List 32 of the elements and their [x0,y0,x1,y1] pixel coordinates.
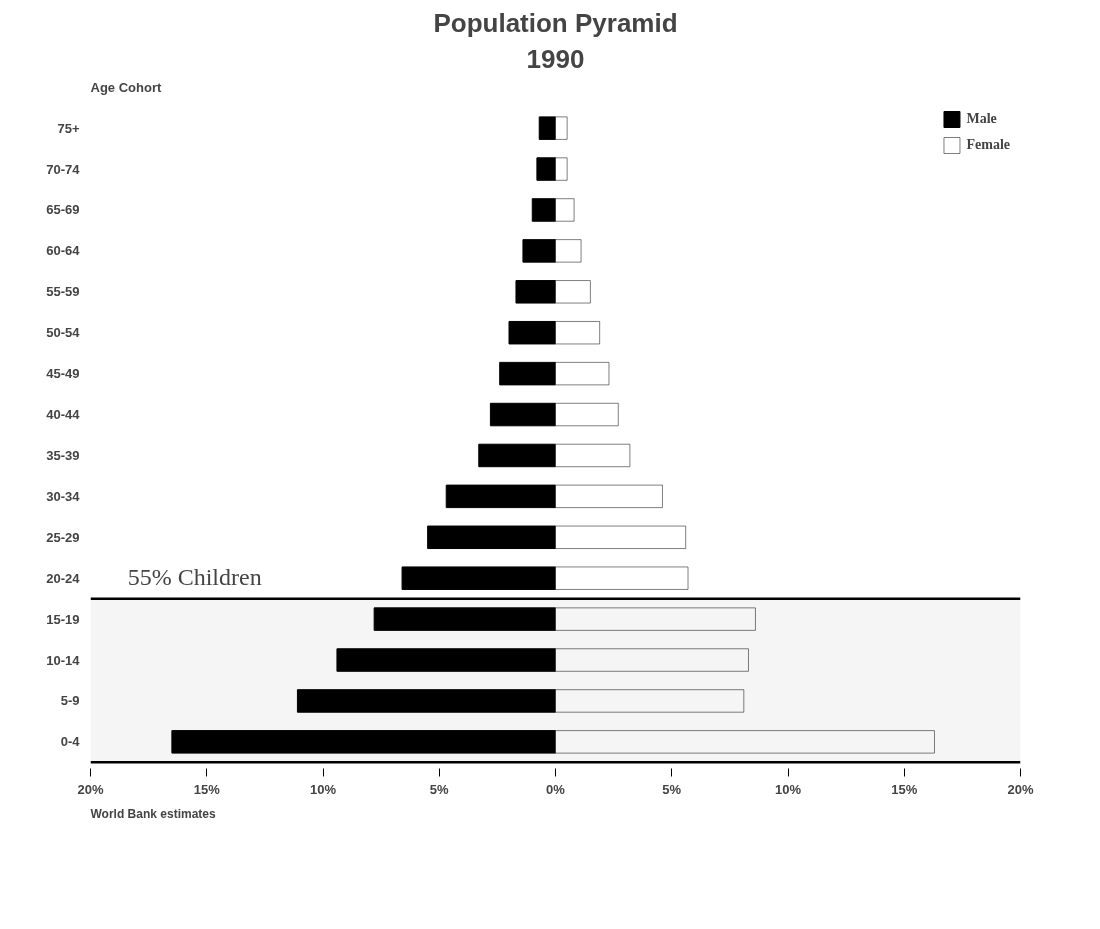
y-tick-label: 75+ [57,120,80,136]
y-tick-label: 35-39 [46,447,80,463]
band-label: 55% Children [127,564,262,591]
x-tick-label: 20% [77,781,104,797]
y-tick-label: 60-64 [46,243,81,259]
x-tick-label: 10% [309,781,337,797]
y-tick-label: 0-4 [60,734,81,750]
x-tick-label: 0% [546,781,566,797]
x-tick-label: 15% [193,781,221,797]
y-tick-label: 30-34 [46,488,81,504]
legend-label: Female [966,137,1010,153]
y-tick-label: 25-29 [46,529,80,545]
y-tick-label: 15-19 [46,611,80,627]
text: World Bank estimates [90,806,216,821]
chart-subtitle: 1990 [526,43,585,74]
y-tick-label: 20-24 [46,570,81,586]
y-tick-label: 65-69 [46,202,80,218]
x-tick-label: 20% [1007,781,1034,797]
y-tick-label: 50-54 [46,325,81,341]
y-tick-label: 5-9 [60,693,80,709]
y-tick-label: 40-44 [46,407,81,423]
y-axis-title: Age Cohort [90,79,162,95]
x-tick-label: 10% [774,781,802,797]
x-tick-label: 5% [662,781,682,797]
legend-label: Male [966,111,997,127]
y-tick-label: 70-74 [46,161,81,177]
chart-title: Population Pyramid [433,7,678,38]
x-tick-label: 15% [891,781,918,797]
y-tick-label: 55-59 [46,284,80,300]
y-tick-label: 45-49 [46,366,80,382]
x-tick-label: 5% [429,781,450,797]
y-tick-label: 10-14 [46,652,81,668]
